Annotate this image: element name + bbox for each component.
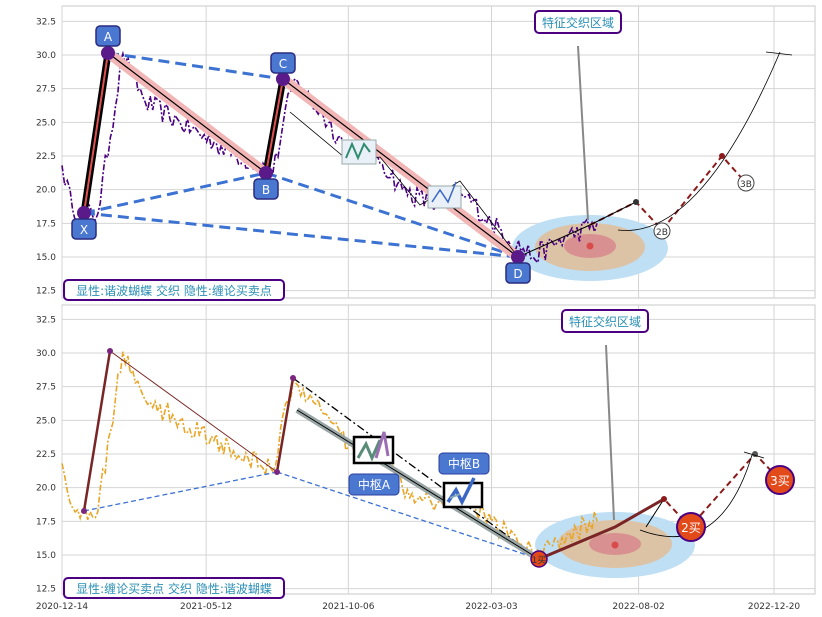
svg-text:3B: 3B <box>740 180 752 190</box>
top-price-line <box>61 50 598 265</box>
bottom-dashdot-line <box>292 377 540 560</box>
svg-text:3买: 3买 <box>770 474 790 488</box>
harmonic-point-c <box>276 72 290 86</box>
harmonic-points: X A B C D <box>71 25 531 284</box>
buy-point-2: 2买 <box>676 512 706 542</box>
top-mini-pivot-1 <box>341 139 377 165</box>
bottom-gridlines <box>61 305 815 594</box>
bottom-strokes <box>82 350 541 562</box>
harmonic-point-x <box>77 206 91 220</box>
buy-point-1: 1买 <box>530 550 548 568</box>
y-tick-label: 20.0 <box>36 484 56 494</box>
harmonic-label: D <box>513 267 522 281</box>
y-tick-label: 22.5 <box>36 152 56 162</box>
x-tick-label: 2020-12-14 <box>36 602 89 612</box>
harmonic-label: A <box>104 30 113 44</box>
svg-text:中枢B: 中枢B <box>448 456 480 471</box>
y-tick-label: 12.5 <box>36 585 56 595</box>
top-pointer <box>577 45 589 221</box>
x-tick-labels: 2020-12-14 2021-05-12 2021-10-06 2022-03-03… <box>36 602 801 612</box>
top-curve <box>617 51 781 231</box>
bottom-caption: 显性:缠论买卖点 交织 隐性:谐波蝴蝶 <box>63 577 285 599</box>
bottom-hidden-harmonic <box>83 471 540 560</box>
y-tick-label: 22.5 <box>36 450 56 460</box>
y-tick-label: 32.5 <box>36 17 56 27</box>
harmonic-point-a <box>101 46 115 60</box>
y-tick-label: 20.0 <box>36 186 56 196</box>
x-tick-label: 2021-10-06 <box>322 602 375 612</box>
pivot-a: 中枢A <box>348 431 400 496</box>
svg-text:2买: 2买 <box>681 521 701 535</box>
svg-text:2B: 2B <box>656 228 668 238</box>
y-tick-label: 25.0 <box>36 118 56 128</box>
y-tick-label: 32.5 <box>36 315 56 325</box>
harmonic-label: C <box>279 57 287 71</box>
x-tick-label: 2022-12-20 <box>748 602 801 612</box>
x-tick-label: 2022-08-02 <box>612 602 664 612</box>
bottom-price-line <box>61 351 598 562</box>
top-plot-frame <box>61 5 816 299</box>
x-tick-label: 2022-03-03 <box>465 602 517 612</box>
y-tick-label: 12.5 <box>36 287 56 297</box>
harmonic-label: X <box>80 223 88 237</box>
bottom-zone-label: 特征交织区域 <box>561 309 649 333</box>
bottom-plot-frame <box>61 304 816 595</box>
top-panel: 12.5 15.0 17.5 20.0 22.5 25.0 27.5 30.0 32.5 <box>36 5 816 301</box>
y-tick-label: 27.5 <box>36 383 56 393</box>
top-y-tick-labels: 12.5 15.0 17.5 20.0 22.5 25.0 27.5 30.0 32.5 <box>36 17 56 296</box>
harmonic-label: B <box>262 183 270 197</box>
mark-3b: 3B <box>737 174 755 192</box>
svg-text:1买: 1买 <box>532 555 547 566</box>
svg-text:特征交织区域: 特征交织区域 <box>569 314 641 329</box>
y-tick-label: 30.0 <box>36 51 56 61</box>
pivot-b: 中枢B <box>438 452 490 509</box>
svg-text:特征交织区域: 特征交织区域 <box>542 15 614 30</box>
harmonic-point-b <box>259 166 273 180</box>
y-tick-label: 25.0 <box>36 416 56 426</box>
bottom-panel: 12.5 15.0 17.5 20.0 22.5 25.0 27.5 30.0 32.5 202… <box>36 304 816 612</box>
bottom-y-tick-labels: 12.5 15.0 17.5 20.0 22.5 25.0 27.5 30.0 32.5 <box>36 315 56 594</box>
y-tick-label: 30.0 <box>36 349 56 359</box>
y-tick-label: 15.0 <box>36 253 56 263</box>
y-tick-label: 27.5 <box>36 85 56 95</box>
svg-text:显性:谐波蝴蝶 交织 隐性:缠论买卖点: 显性:谐波蝴蝶 交织 隐性:缠论买卖点 <box>76 283 272 298</box>
top-caption: 显性:谐波蝴蝶 交织 隐性:缠论买卖点 <box>63 279 285 301</box>
top-inner-strokes <box>289 111 519 258</box>
buy-point-3: 3买 <box>765 465 795 495</box>
x-tick-label: 2021-05-12 <box>180 602 232 612</box>
svg-text:显性:缠论买卖点 交织 隐性:谐波蝴蝶: 显性:缠论买卖点 交织 隐性:谐波蝴蝶 <box>76 581 272 596</box>
mark-2b: 2B <box>653 222 671 240</box>
y-tick-label: 15.0 <box>36 551 56 561</box>
y-tick-label: 17.5 <box>36 219 56 229</box>
harmonic-point-d <box>511 250 525 264</box>
top-zone-label: 特征交织区域 <box>534 10 622 34</box>
y-tick-label: 17.5 <box>36 517 56 527</box>
svg-text:中枢A: 中枢A <box>358 477 391 492</box>
